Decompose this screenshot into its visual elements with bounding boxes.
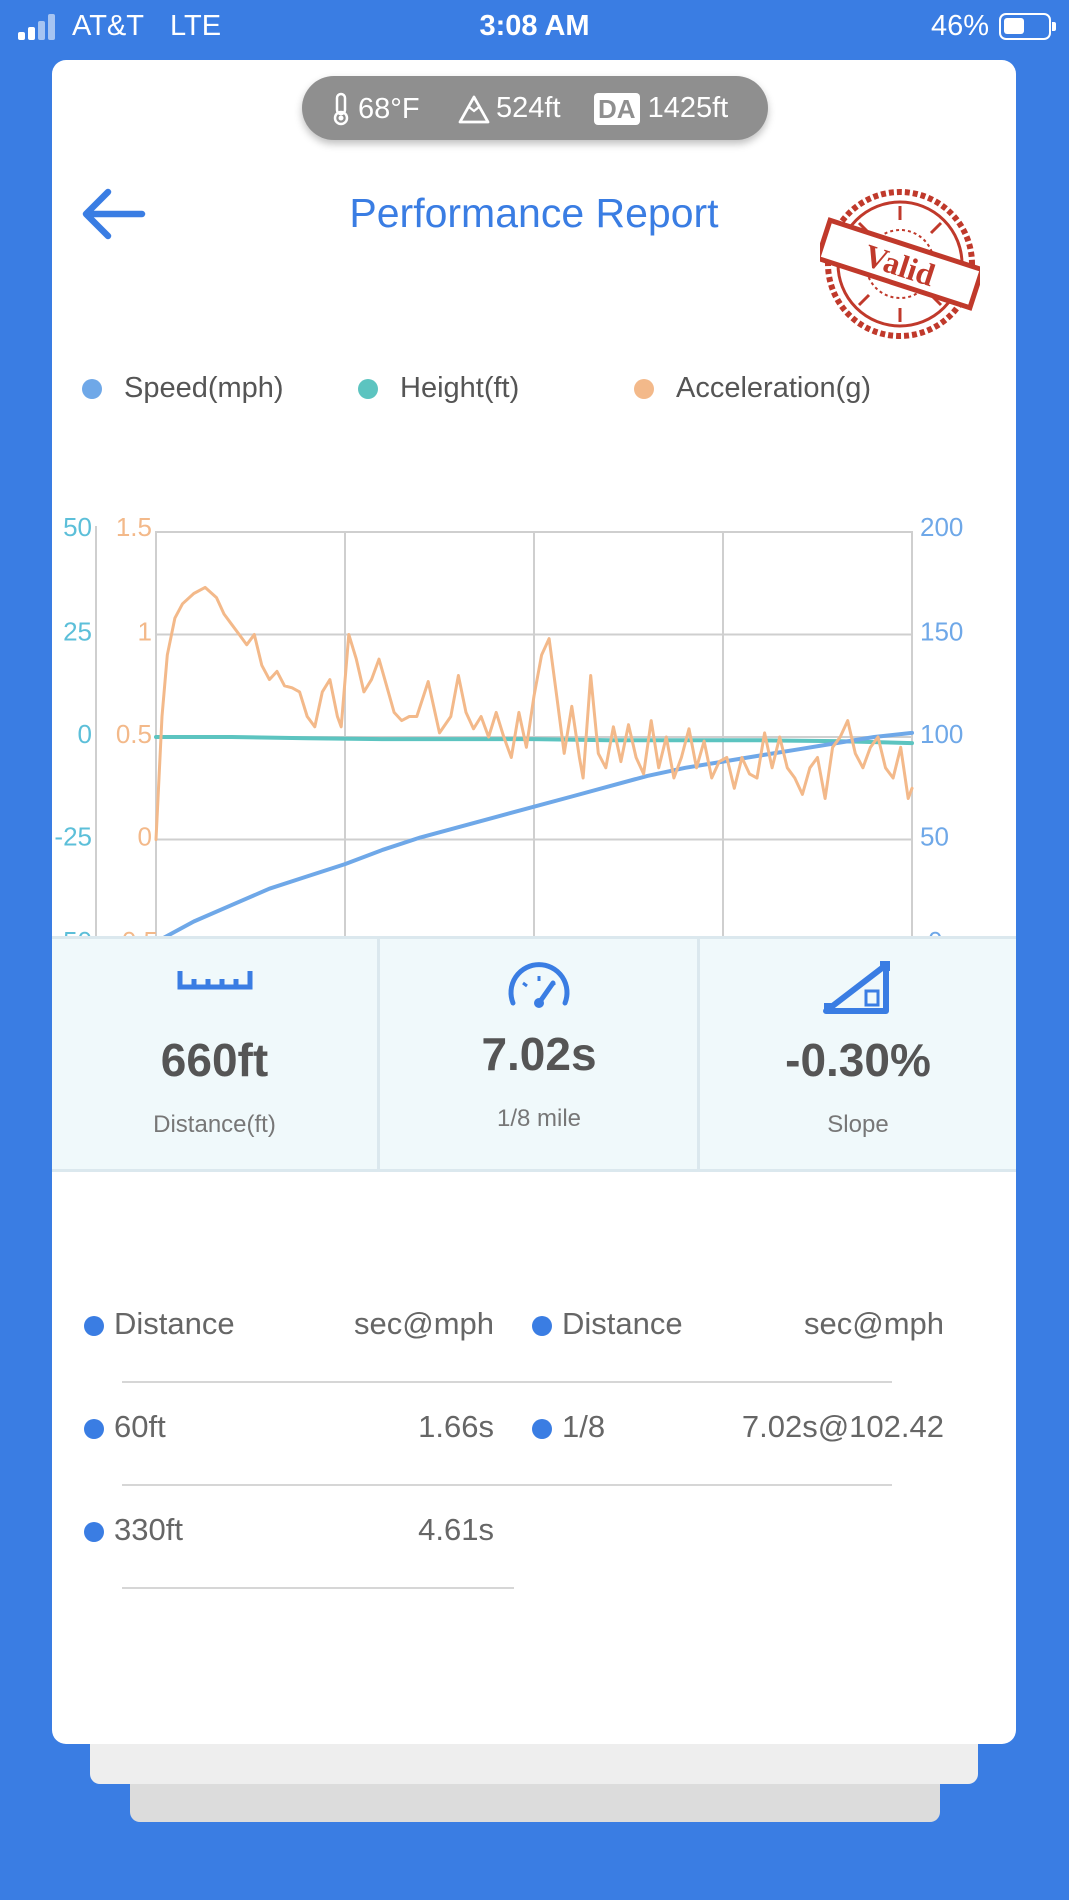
speedometer-icon	[508, 962, 570, 1008]
series-line-speed	[154, 730, 914, 944]
speed-tick-label: 50	[920, 822, 949, 852]
height-tick-label: 25	[63, 617, 92, 647]
row-divider	[122, 1484, 892, 1486]
carrier-label: AT&T	[72, 10, 144, 42]
table-row: 60ft 1.66s 1/8 7.02s@102.42	[52, 1401, 1016, 1501]
legend-height-dot	[358, 378, 378, 399]
conditions-pill: 68°F 524ft DA 1425ft	[302, 76, 768, 140]
stats-divider	[377, 939, 380, 1169]
report-card: 68°F 524ft DA 1425ft Performance Report …	[52, 60, 1016, 1744]
header-sec-mph: sec@mph	[353, 1306, 494, 1341]
battery-icon	[999, 13, 1056, 40]
result-time: 4.61s	[418, 1512, 494, 1547]
results-header-row: Distance sec@mph Distance sec@mph	[52, 1298, 1016, 1398]
chart-legend: Speed(mph) Height(ft) Acceleration(g)	[52, 372, 1016, 412]
valid-stamp: Valid	[820, 189, 980, 339]
legend-acceleration[interactable]: Acceleration(g)	[634, 372, 871, 405]
density-altitude-reading: DA 1425ft	[594, 92, 728, 125]
clock: 3:08 AM	[479, 10, 590, 42]
battery-percent: 46%	[930, 10, 989, 42]
ruler-icon	[177, 971, 252, 990]
header-sec-mph: sec@mph	[803, 1306, 944, 1341]
legend-acceleration-dot	[634, 378, 654, 399]
results-header-left: Distance sec@mph	[84, 1298, 494, 1358]
stat-slope-value: -0.30%	[785, 1034, 931, 1086]
accel-tick-label: 1	[138, 617, 152, 647]
series-line-height	[154, 735, 914, 746]
header-distance: Distance	[562, 1306, 683, 1341]
results-header-right: Distance sec@mph	[532, 1298, 944, 1358]
accel-tick-label: 1.5	[116, 512, 152, 542]
legend-speed-dot	[82, 378, 102, 399]
row-divider	[122, 1587, 514, 1589]
bullet-dot	[532, 1316, 552, 1336]
legend-height[interactable]: Height(ft)	[358, 372, 519, 405]
stat-eighth-mile-value: 7.02s	[481, 1028, 597, 1080]
da-badge: DA	[594, 92, 640, 125]
stat-distance-value: 660ft	[160, 1034, 269, 1086]
speed-tick-label: 100	[920, 719, 963, 749]
bullet-dot	[84, 1522, 104, 1542]
result-time: 1.66s	[418, 1409, 494, 1444]
result-distance: 60ft	[114, 1409, 166, 1444]
density-altitude-value: 1425ft	[647, 92, 729, 124]
slope-icon	[823, 961, 890, 1014]
elevation-value: 524ft	[496, 92, 561, 124]
accel-tick-label: 0	[138, 822, 152, 852]
result-60ft: 60ft 1.66s	[84, 1401, 494, 1461]
header-distance: Distance	[114, 1306, 235, 1341]
speed-tick-label: 150	[920, 617, 963, 647]
row-divider	[122, 1381, 892, 1383]
stat-slope: -0.30% Slope	[700, 939, 1016, 1169]
height-tick-label: 0	[78, 719, 92, 749]
stat-distance-label: Distance(ft)	[153, 1111, 276, 1138]
stat-distance: 660ft Distance(ft)	[52, 939, 377, 1169]
result-distance: 1/8	[562, 1409, 606, 1444]
mountain-icon	[458, 95, 490, 123]
stat-eighth-mile: 7.02s 1/8 mile	[380, 939, 698, 1169]
bullet-dot	[84, 1316, 104, 1336]
height-tick-label: -25	[54, 822, 92, 852]
stat-slope-label: Slope	[827, 1111, 889, 1138]
legend-speed-label: Speed(mph)	[124, 372, 284, 404]
stats-divider	[697, 939, 700, 1169]
result-330ft: 330ft 4.61s	[84, 1504, 494, 1564]
bullet-dot	[84, 1419, 104, 1439]
legend-height-label: Height(ft)	[400, 372, 520, 404]
back-arrow-icon[interactable]	[76, 184, 146, 244]
legend-acceleration-label: Acceleration(g)	[676, 372, 872, 404]
result-time-speed: 7.02s@102.42	[741, 1409, 944, 1444]
thermometer-icon	[333, 92, 349, 126]
height-tick-label: 50	[63, 512, 92, 542]
stat-eighth-mile-label: 1/8 mile	[496, 1105, 582, 1132]
result-distance: 330ft	[114, 1512, 183, 1547]
network-label: LTE	[170, 10, 222, 42]
bullet-dot	[532, 1419, 552, 1439]
page-title: Performance Report	[349, 190, 719, 236]
status-bar: AT&T LTE 3:08 AM 46%	[0, 0, 1069, 54]
series-line-accel	[154, 585, 914, 841]
speed-tick-label: 200	[920, 512, 963, 542]
stats-panel: 660ft Distance(ft) 7.02s 1/8 mile -0.30%…	[52, 936, 1016, 1172]
table-row: 330ft 4.61s	[52, 1504, 1016, 1604]
elevation-reading: 524ft	[458, 92, 561, 125]
signal-icon	[18, 14, 62, 40]
temperature-reading: 68°F	[330, 92, 420, 126]
temperature-value: 68°F	[358, 92, 420, 125]
result-eighth: 1/8 7.02s@102.42	[532, 1401, 944, 1461]
accel-tick-label: 0.5	[116, 719, 152, 749]
legend-speed[interactable]: Speed(mph)	[82, 372, 284, 405]
